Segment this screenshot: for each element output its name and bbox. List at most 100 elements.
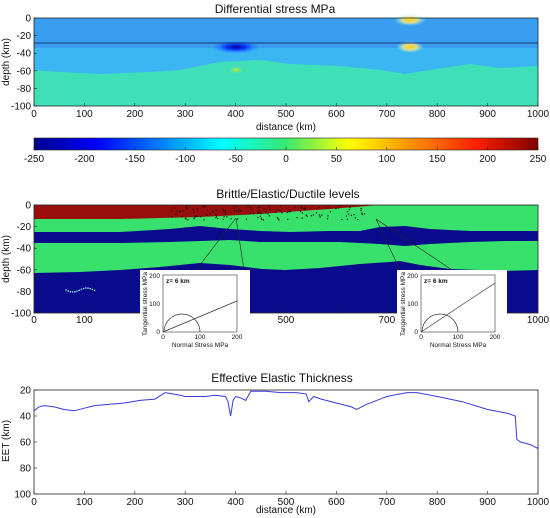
- mohr-circle: [163, 313, 201, 333]
- levels-title: Brittle/Elastic/Ductile levels: [216, 187, 359, 201]
- colorbar-tick-label: 100: [378, 154, 395, 165]
- eet-x-tick-label: 500: [278, 497, 295, 508]
- brittle-failure-point: [185, 206, 188, 208]
- inset-ylabel: Tangential stress MPa: [400, 272, 407, 336]
- ductile-anomaly-point: [76, 290, 78, 293]
- brittle-failure-point: [238, 211, 240, 213]
- brittle-failure-point: [224, 210, 226, 212]
- stress-x-tick-label: 400: [227, 109, 244, 120]
- ductile-anomaly-point: [89, 287, 91, 290]
- levels-heatmap: [33, 204, 539, 314]
- brittle-failure-point: [268, 206, 270, 208]
- stress-cold-anomaly: [210, 40, 262, 54]
- eet-x-tick-label: 1000: [527, 497, 550, 508]
- brittle-failure-point: [215, 209, 217, 211]
- inset-connector: [195, 217, 237, 271]
- brittle-failure-point: [232, 205, 234, 207]
- brittle-failure-point: [206, 214, 208, 216]
- inset-x-tick: 200: [232, 334, 243, 341]
- eet-y-tick-label: 20: [20, 386, 32, 397]
- brittle-failure-point: [181, 215, 183, 218]
- eet-ylabel: EET (km): [1, 420, 12, 462]
- stress-x-tick-label: 200: [126, 109, 143, 120]
- eet-frame: [33, 389, 539, 495]
- eet-title: Effective Elastic Thickness: [211, 371, 353, 385]
- brittle-failure-point: [310, 215, 313, 217]
- colorbar-tick-label: -100: [175, 154, 195, 165]
- brittle-failure-point: [360, 207, 362, 210]
- brittle-failure-point: [193, 211, 195, 213]
- brittle-failure-point: [259, 206, 261, 208]
- levels-y-tick-label: -40: [17, 244, 32, 255]
- brittle-failure-point: [301, 207, 303, 209]
- inset-connector: [375, 218, 453, 271]
- inset-xlabel: Normal Stress MPa: [430, 342, 487, 349]
- colorbar-tick-label: -200: [74, 154, 94, 165]
- levels-y-tick-label: -60: [17, 265, 32, 276]
- eet-y-tick-label: 60: [20, 438, 32, 449]
- levels-y-tick-label: -20: [17, 222, 32, 233]
- brittle-failure-point: [223, 216, 225, 218]
- brittle-failure-point: [276, 209, 279, 211]
- brittle-failure-point: [222, 218, 224, 221]
- brittle-failure-point: [170, 210, 173, 212]
- stress-x-tick-label: 800: [429, 109, 446, 120]
- brittle-failure-point: [277, 218, 279, 220]
- ductile-anomaly-point: [87, 287, 89, 289]
- brittle-failure-point: [327, 207, 329, 209]
- brittle-failure-point: [304, 207, 307, 210]
- brittle-failure-point: [253, 213, 255, 215]
- brittle-failure-point: [259, 211, 261, 213]
- stress-field-upper: [34, 18, 538, 48]
- brittle-failure-point: [289, 210, 291, 213]
- brittle-failure-point: [269, 211, 272, 213]
- stress-x-tick-label: 100: [76, 109, 93, 120]
- inset-x-tick: 200: [490, 334, 501, 341]
- brittle-failure-point: [236, 218, 239, 220]
- eet-x-tick-label: 400: [227, 497, 244, 508]
- brittle-failure-point: [238, 208, 240, 210]
- eet-y-tick-label: 80: [20, 464, 32, 475]
- brittle-failure-point: [341, 218, 343, 221]
- stress-x-tick-label: 700: [378, 109, 395, 120]
- stress-y-tick-label: -80: [17, 84, 32, 95]
- eet-x-tick-label: 700: [378, 497, 395, 508]
- brittle-failure-point: [260, 217, 262, 219]
- ductile-anomaly-point: [67, 290, 69, 292]
- brittle-failure-point: [179, 210, 181, 212]
- ductile-anomaly-point: [82, 287, 85, 290]
- brittle-failure-point: [361, 212, 363, 214]
- brittle-failure-point: [192, 208, 194, 211]
- brittle-failure-point: [171, 215, 173, 218]
- brittle-failure-point: [319, 216, 321, 218]
- eet-x-tick-label: 100: [76, 497, 93, 508]
- brittle-failure-point: [230, 218, 232, 220]
- levels-x-tick-label: 0: [31, 315, 37, 326]
- brittle-failure-point: [274, 211, 277, 213]
- inset-x-tick: 0: [419, 334, 423, 341]
- eet-y-tick-label: 40: [20, 412, 32, 423]
- stress-y-tick-label: -20: [17, 31, 32, 42]
- inset-y-tick: 100: [407, 301, 418, 308]
- brittle-failure-point: [206, 209, 208, 211]
- failure-envelope: [420, 282, 496, 333]
- eet-x-tick-label: 300: [177, 497, 194, 508]
- inset-x-tick: 100: [453, 334, 464, 341]
- brittle-failure-point: [187, 219, 189, 221]
- brittle-failure-point: [203, 219, 205, 221]
- brittle-failure-point: [357, 218, 359, 221]
- mohr-inset-1: z= 6 km 0 100 200 0 100 200 Normal Stres…: [140, 270, 250, 358]
- inset-plot-area: [162, 274, 238, 333]
- brittle-failure-point: [335, 207, 337, 210]
- brittle-failure-point: [257, 210, 259, 212]
- stress-x-tick-label: 300: [177, 109, 194, 120]
- brittle-failure-point: [202, 205, 204, 207]
- brittle-failure-point: [339, 205, 341, 208]
- brittle-failure-point: [300, 206, 303, 208]
- levels-x-tick-label: 700: [378, 315, 395, 326]
- brittle-failure-point: [348, 213, 350, 215]
- brittle-failure-point: [321, 214, 323, 216]
- brittle-failure-point: [353, 214, 355, 216]
- colorbar-tick-label: 150: [429, 154, 446, 165]
